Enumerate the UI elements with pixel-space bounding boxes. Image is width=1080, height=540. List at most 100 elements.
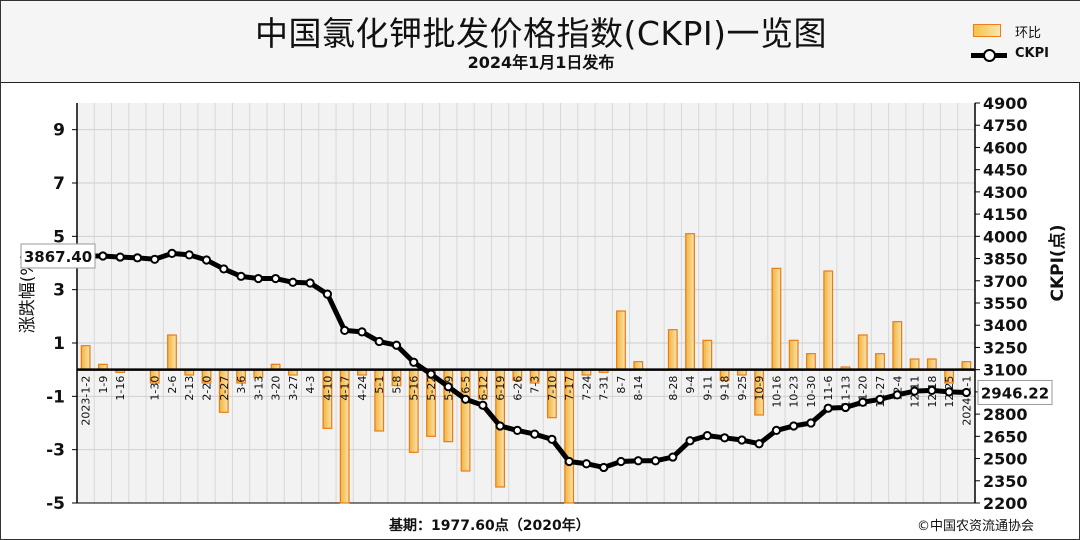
x-tick-label: 5-16 xyxy=(408,376,421,401)
right-tick-label: 4000 xyxy=(983,227,1028,246)
chart-svg: -5-3-11357922002350250026502800295031003… xyxy=(18,94,1068,513)
x-tick-label: 7-17 xyxy=(563,376,576,401)
x-tick-label: 5-1 xyxy=(373,376,386,394)
ckpi-point xyxy=(547,434,557,444)
x-tick-label: 3-13 xyxy=(252,376,265,401)
callout-last-box xyxy=(977,379,1053,405)
x-tick-label: 8-7 xyxy=(615,376,628,394)
ckpi-point xyxy=(357,327,367,337)
x-tick-label: 6-5 xyxy=(460,376,473,394)
ckpi-point xyxy=(840,402,851,413)
legend-line-marker xyxy=(983,49,996,62)
legend-line-label: CKPI xyxy=(1015,46,1049,61)
ckpi-point xyxy=(236,271,246,281)
left-axis-title: 涨跌幅(%) xyxy=(18,253,38,333)
ckpi-point xyxy=(374,336,384,347)
bar-mark xyxy=(806,353,816,371)
x-tick-label: 3-20 xyxy=(270,376,283,401)
x-tick-label: 10-23 xyxy=(788,376,801,408)
x-tick-label: 7-24 xyxy=(580,376,593,401)
ckpi-point xyxy=(581,459,592,469)
x-tick-label: 5-8 xyxy=(390,376,403,394)
ckpi-point xyxy=(512,425,522,436)
x-tick-label: 6-19 xyxy=(494,376,507,401)
ckpi-point xyxy=(564,456,574,467)
bar-mark xyxy=(875,353,885,371)
ckpi-point xyxy=(789,421,799,431)
right-tick-label: 4900 xyxy=(983,94,1028,113)
left-tick-label: 3 xyxy=(53,281,65,301)
x-tick-label: 9-18 xyxy=(719,376,732,401)
x-tick-label: 2023-1-2 xyxy=(80,376,93,426)
ckpi-point xyxy=(270,273,281,284)
left-tick-label: -5 xyxy=(46,494,65,513)
legend: 环比 CKPI xyxy=(971,17,1075,73)
bar-mark xyxy=(667,329,678,371)
right-axis-title: CKPI(点) xyxy=(1047,225,1068,302)
right-tick-label: 4300 xyxy=(983,183,1028,202)
right-tick-label: 4600 xyxy=(983,138,1028,157)
bar-mark xyxy=(685,233,695,371)
ckpi-point xyxy=(530,429,540,439)
x-tick-label: 6-26 xyxy=(511,376,524,401)
x-tick-label: 1-30 xyxy=(149,376,162,401)
ckpi-point xyxy=(253,273,263,284)
right-tick-label: 3550 xyxy=(983,294,1028,313)
x-tick-label: 4-10 xyxy=(321,376,334,401)
x-tick-label: 9-25 xyxy=(736,376,749,401)
ckpi-point xyxy=(391,340,402,350)
legend-item-bar: 环比 xyxy=(971,19,1075,41)
bar-mark xyxy=(80,345,91,371)
x-tick-label: 3-27 xyxy=(287,376,300,401)
ckpi-point xyxy=(219,264,229,274)
ckpi-point xyxy=(650,456,661,466)
copyright-note: ©中国农资流通协会 xyxy=(917,519,1035,534)
legend-bar-swatch xyxy=(973,24,1001,37)
x-tick-label: 7-10 xyxy=(546,376,559,401)
ckpi-point xyxy=(201,255,212,265)
ckpi-point xyxy=(668,452,678,462)
ckpi-point xyxy=(892,390,902,400)
x-tick-label: 2-13 xyxy=(183,376,196,401)
left-tick-label: 1 xyxy=(53,334,65,354)
x-tick-label: 8-28 xyxy=(667,376,680,401)
ckpi-point xyxy=(340,325,350,336)
callout-first-box xyxy=(20,243,96,269)
x-tick-label: 2-6 xyxy=(166,376,179,394)
left-tick-label: -3 xyxy=(46,441,65,461)
chart-subtitle: 2024年1月1日发布 xyxy=(467,53,615,72)
ckpi-point xyxy=(288,277,298,287)
bar-mark xyxy=(167,334,177,371)
ckpi-point xyxy=(460,394,471,404)
x-tick-label: 5-22 xyxy=(425,376,438,401)
x-tick-label: 1-16 xyxy=(114,376,127,401)
x-tick-label: 10-16 xyxy=(770,376,783,408)
ckpi-point xyxy=(719,433,730,443)
right-tick-label: 4150 xyxy=(983,205,1028,224)
ckpi-point xyxy=(823,403,833,413)
base-note: 基期：1977.60点（2020年） xyxy=(389,518,590,534)
right-tick-label: 3250 xyxy=(983,338,1028,357)
bar-mark xyxy=(702,339,713,371)
ckpi-point xyxy=(443,382,453,392)
x-tick-label: 7-31 xyxy=(598,376,611,401)
ckpi-point xyxy=(132,253,143,263)
ckpi-point xyxy=(167,248,177,258)
x-tick-label: 10-9 xyxy=(753,376,766,401)
legend-item-line: CKPI xyxy=(971,43,1075,65)
right-tick-label: 4750 xyxy=(983,116,1028,135)
ckpi-point xyxy=(115,252,125,262)
ckpi-point xyxy=(909,386,920,396)
ckpi-point xyxy=(961,387,971,398)
ckpi-point xyxy=(702,430,712,441)
ckpi-point xyxy=(875,394,885,404)
bar-mark xyxy=(892,321,903,371)
ckpi-point xyxy=(771,425,782,436)
ckpi-point xyxy=(599,462,609,473)
x-tick-label: 4-3 xyxy=(304,376,317,394)
right-tick-label: 2500 xyxy=(983,450,1028,469)
ckpi-point xyxy=(927,385,937,396)
ckpi-point xyxy=(737,435,747,445)
x-tick-label: 2-27 xyxy=(218,376,231,401)
